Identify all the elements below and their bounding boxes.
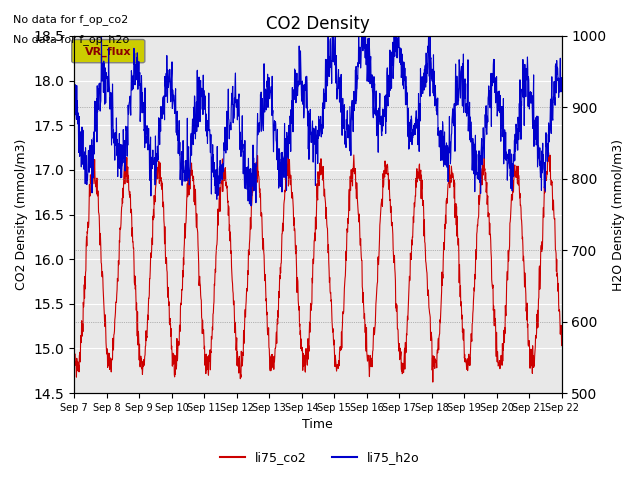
li75_co2 [128, 215, 136, 220]
li75_co2 [429, 379, 436, 385]
Text: VR_flux: VR_flux [85, 47, 132, 57]
Line: li75_co2: li75_co2 [74, 153, 561, 382]
Y-axis label: CO2 Density (mmol/m3): CO2 Density (mmol/m3) [15, 139, 28, 290]
li75_co2 [287, 177, 295, 182]
li75_co2 [277, 261, 285, 266]
FancyBboxPatch shape [72, 39, 145, 63]
li75_h2o [278, 158, 285, 164]
Line: li75_h2o: li75_h2o [74, 32, 561, 206]
Text: No data for f_op_co2: No data for f_op_co2 [13, 14, 128, 25]
li75_h2o [348, 97, 356, 103]
li75_co2 [70, 333, 78, 338]
li75_h2o [557, 75, 565, 81]
Legend: li75_co2, li75_h2o: li75_co2, li75_h2o [215, 446, 425, 469]
Y-axis label: H2O Density (mmol/m3): H2O Density (mmol/m3) [612, 139, 625, 290]
X-axis label: Time: Time [303, 419, 333, 432]
li75_co2 [545, 150, 552, 156]
li75_h2o [70, 85, 78, 91]
li75_h2o [247, 203, 255, 209]
li75_h2o [128, 87, 136, 93]
li75_co2 [108, 356, 116, 362]
Text: No data for f_op_h2o: No data for f_op_h2o [13, 34, 129, 45]
li75_co2 [348, 179, 355, 184]
li75_h2o [98, 29, 106, 35]
li75_h2o [296, 48, 304, 54]
li75_h2o [288, 98, 296, 104]
li75_co2 [557, 343, 565, 348]
li75_h2o [108, 104, 116, 109]
Title: CO2 Density: CO2 Density [266, 15, 370, 33]
li75_co2 [296, 321, 303, 327]
